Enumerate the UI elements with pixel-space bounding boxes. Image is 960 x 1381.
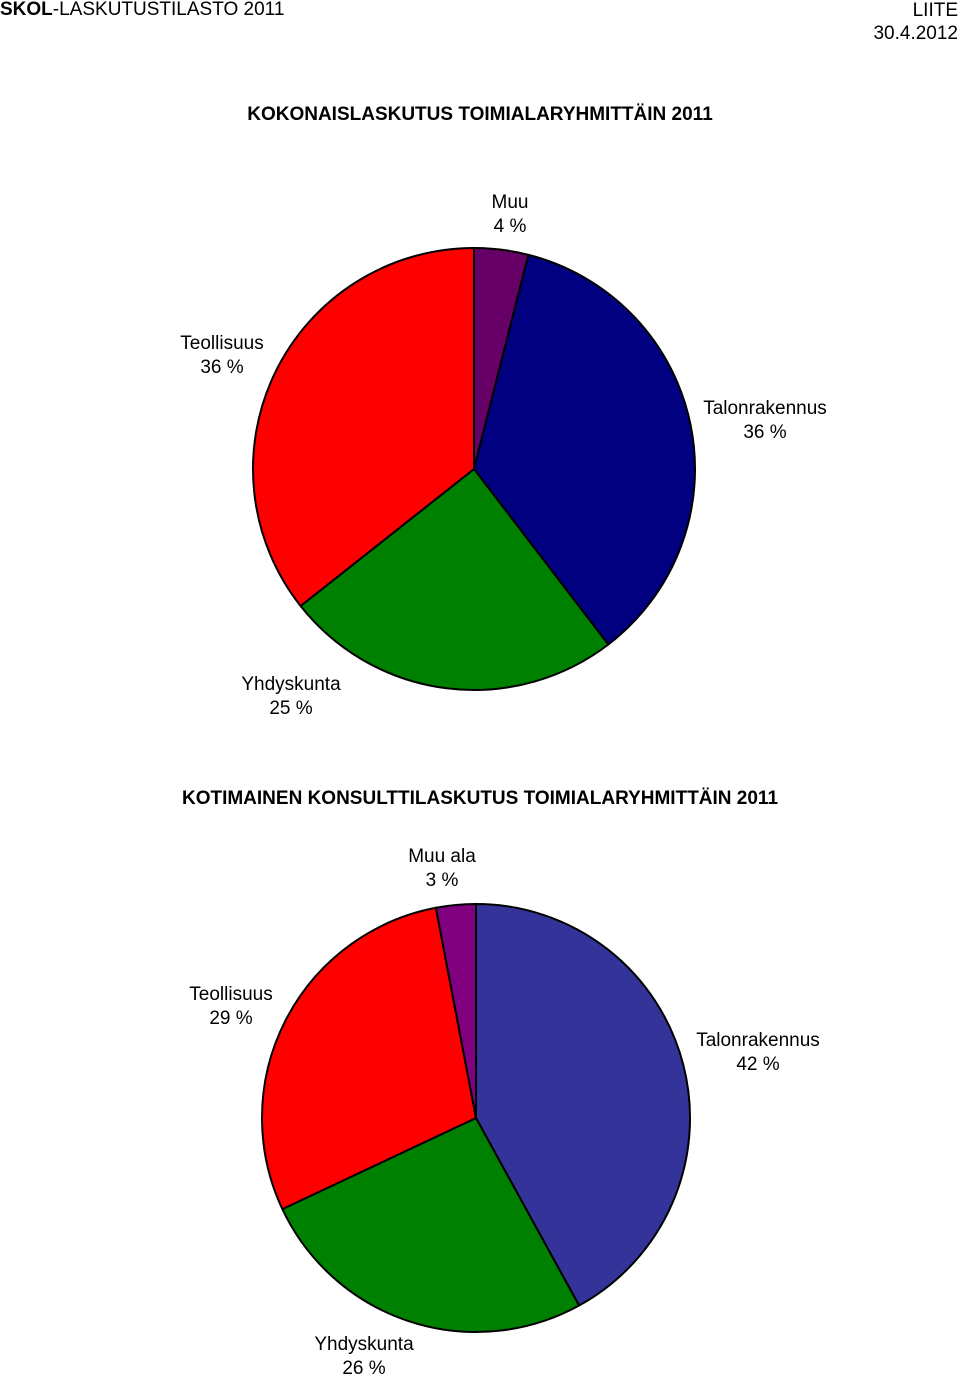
chart-2-pie [261,903,692,1333]
chart-1-label-yhdyskunta-value: 25 % [269,698,313,719]
chart-1-label-muu-value: 4 % [493,216,527,237]
chart-1-label-teollisuus-name: Teollisuus [180,333,264,354]
chart-2-label-yhdyskunta: Yhdyskunta 26 % [314,1333,413,1381]
chart-1-slice-talonrakennus [473,253,696,646]
chart-2-label-yhdyskunta-value: 26 % [342,1358,386,1379]
chart-2-label-teollisuus-value: 29 % [209,1008,253,1029]
chart-2-label-talonrakennus-value: 42 % [736,1054,780,1075]
chart-1-pie [251,247,696,691]
chart-1-label-talonrakennus-value: 36 % [743,422,787,443]
chart-2-label-muu-ala: Muu ala 3 % [408,845,476,893]
chart-2-title: KOTIMAINEN KONSULTTILASKUTUS TOIMIALARYH… [181,788,779,809]
chart-2-slice-talonrakennus [475,903,692,1307]
chart-2-label-talonrakennus: Talonrakennus 42 % [696,1029,820,1077]
chart-1-label-talonrakennus: Talonrakennus 36 % [703,397,827,445]
chart-2-label-muu-ala-value: 3 % [425,870,459,891]
chart-2-slice-teollisuus [261,906,477,1211]
report-brand: SKOL [0,0,53,20]
chart-2-label-teollisuus: Teollisuus 29 % [189,983,272,1031]
report-header-title: SKOL-LASKUTUSTILASTO 2011 [0,0,284,21]
chart-1-slice-yhdyskunta [299,468,610,691]
attachment-label: LIITE [912,0,958,21]
chart-1-label-muu-name: Muu [491,192,529,213]
chart-1-label-muu: Muu 4 % [492,191,529,239]
chart-2-slice-muu-ala [434,903,477,1119]
chart-2-label-talonrakennus-name: Talonrakennus [696,1030,820,1051]
chart-1-label-teollisuus-value: 36 % [200,357,244,378]
chart-1-slice-teollisuus [251,247,475,608]
report-header-meta: LIITE 30.4.2012 [873,0,958,45]
chart-1-title: KOKONAISLASKUTUS TOIMIALARYHMITTÄIN 2011 [247,104,713,125]
chart-2-slice-yhdyskunta [281,1117,581,1333]
report-date: 30.4.2012 [873,23,958,44]
chart-1-label-teollisuus: Teollisuus 36 % [180,332,263,380]
chart-2-label-yhdyskunta-name: Yhdyskunta [314,1334,414,1355]
chart-1-label-yhdyskunta: Yhdyskunta 25 % [241,673,340,721]
chart-2-label-muu-ala-name: Muu ala [408,846,476,867]
chart-1-label-talonrakennus-name: Talonrakennus [703,398,827,419]
report-title: -LASKUTUSTILASTO 2011 [52,0,285,20]
chart-1-label-yhdyskunta-name: Yhdyskunta [241,674,341,695]
chart-2-label-teollisuus-name: Teollisuus [189,984,273,1005]
